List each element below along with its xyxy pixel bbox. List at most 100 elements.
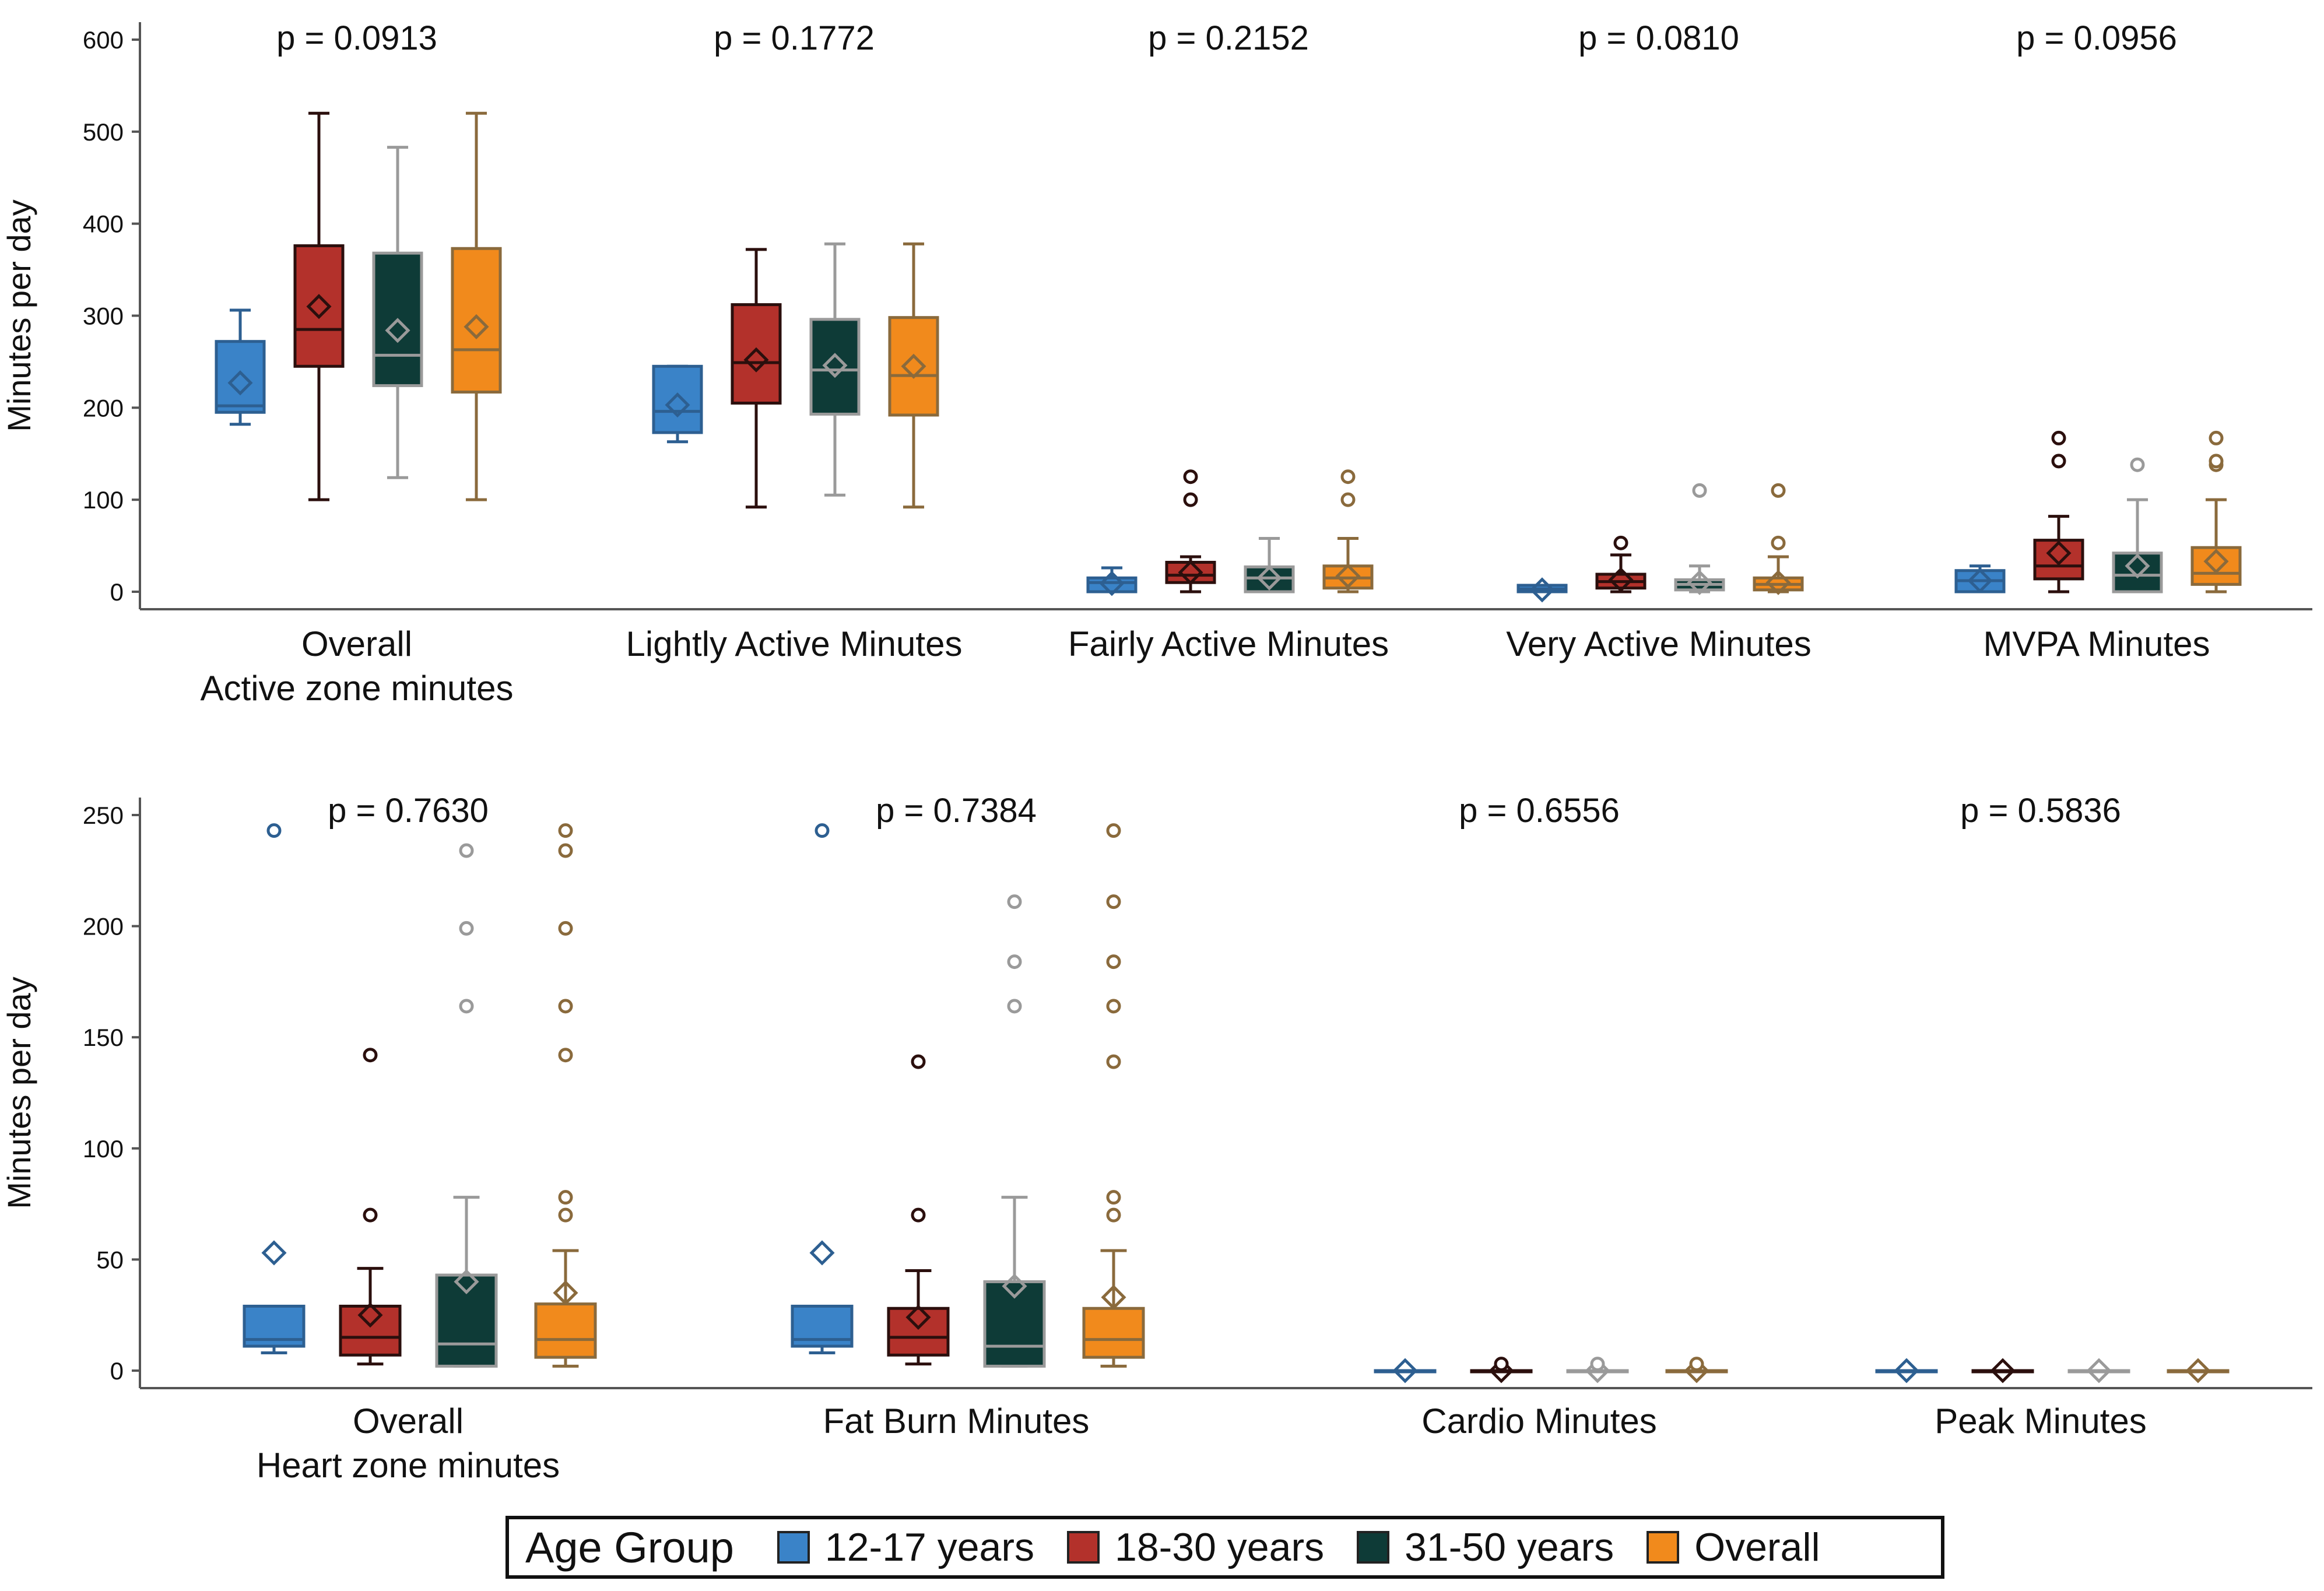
legend-swatch bbox=[777, 1531, 810, 1564]
y-tick-label: 300 bbox=[83, 303, 124, 330]
legend-swatch bbox=[1647, 1531, 1680, 1564]
outlier-point bbox=[815, 823, 830, 838]
mean-marker bbox=[665, 392, 690, 418]
mean-marker bbox=[1585, 1358, 1610, 1383]
category-label: Lightly Active Minutes bbox=[626, 624, 963, 663]
mean-marker bbox=[1990, 1358, 2016, 1383]
mean-marker bbox=[227, 370, 253, 396]
mean-marker bbox=[1684, 1358, 1709, 1383]
bottom-panel: 0 50 100 150 200 250 Minutes per day p = 0.7630… bbox=[1, 792, 2312, 1485]
box-iqr bbox=[435, 1273, 498, 1368]
legend-label: 12-17 years bbox=[824, 1525, 1034, 1569]
box-iqr bbox=[293, 244, 345, 368]
y-tick-label: 50 bbox=[96, 1246, 124, 1273]
box-iqr bbox=[1082, 1306, 1145, 1359]
mean-marker bbox=[1765, 570, 1791, 595]
outlier-point bbox=[558, 823, 573, 838]
p-value-label: p = 0.0913 bbox=[276, 19, 437, 57]
mean-marker bbox=[1894, 1358, 1919, 1383]
outlier-point bbox=[1494, 1357, 1509, 1372]
top-panel: 0 100 200 300 400 500 600 Minutes per day p = 0.… bbox=[1, 19, 2312, 708]
mean-marker bbox=[357, 1302, 383, 1328]
outlier-point bbox=[1007, 999, 1022, 1014]
mean-marker bbox=[2086, 1358, 2112, 1383]
outlier-point bbox=[1590, 1357, 1605, 1372]
outlier-point bbox=[1340, 469, 1356, 484]
mean-marker bbox=[822, 353, 848, 378]
outlier-point bbox=[1106, 954, 1121, 970]
mean-marker bbox=[1256, 565, 1282, 591]
box-iqr bbox=[2112, 552, 2163, 593]
outlier-point bbox=[1692, 483, 1707, 498]
p-value-label: p = 0.2152 bbox=[1148, 19, 1309, 57]
y-tick-label: 100 bbox=[83, 486, 124, 514]
legend-label: 31-50 years bbox=[1405, 1525, 1614, 1569]
outlier-point bbox=[1183, 492, 1198, 507]
outlier-point bbox=[558, 921, 573, 936]
p-value-label: p = 0.7384 bbox=[876, 792, 1037, 830]
outlier-point bbox=[2051, 430, 2066, 445]
legend: Age Group 12-17 years 18-30 years 31-50 … bbox=[505, 1516, 1944, 1579]
box-iqr bbox=[888, 316, 939, 417]
outlier-point bbox=[2209, 454, 2224, 469]
p-value-label: p = 0.0810 bbox=[1578, 19, 1739, 57]
legend-item-12-17: 12-17 years bbox=[777, 1525, 1034, 1570]
mean-marker bbox=[901, 353, 926, 379]
outlier-point bbox=[2051, 454, 2066, 469]
outlier-point bbox=[558, 843, 573, 858]
legend-label: Overall bbox=[1694, 1525, 1820, 1569]
mean-marker bbox=[1101, 1284, 1126, 1310]
mean-marker bbox=[1489, 1358, 1514, 1383]
category-label: Active zone minutes bbox=[201, 669, 514, 708]
outlier-point bbox=[1106, 999, 1121, 1014]
outlier-point bbox=[911, 1207, 926, 1223]
category-label: Overall bbox=[353, 1402, 464, 1441]
mean-marker bbox=[454, 1269, 479, 1295]
box-iqr bbox=[451, 247, 502, 394]
mean-marker bbox=[464, 314, 489, 339]
outlier-point bbox=[1106, 823, 1121, 838]
outlier-point bbox=[1613, 535, 1628, 550]
outlier-point bbox=[459, 999, 474, 1014]
mean-marker bbox=[809, 1240, 835, 1266]
category-label: Peak Minutes bbox=[1935, 1402, 2147, 1441]
legend-swatch bbox=[1067, 1531, 1100, 1564]
mean-marker bbox=[905, 1304, 931, 1330]
mean-marker bbox=[1529, 577, 1555, 603]
box-iqr bbox=[983, 1280, 1046, 1368]
outlier-point bbox=[558, 1048, 573, 1063]
box-iqr bbox=[2190, 546, 2242, 586]
mean-marker bbox=[553, 1280, 578, 1306]
outlier-point bbox=[911, 1054, 926, 1069]
outlier-point bbox=[1007, 894, 1022, 909]
outlier-point bbox=[1771, 535, 1786, 550]
mean-marker bbox=[1687, 570, 1712, 595]
mean-marker bbox=[743, 347, 769, 373]
p-value-label: p = 0.5836 bbox=[1960, 792, 2121, 830]
category-label: Heart zone minutes bbox=[257, 1446, 560, 1485]
mean-marker bbox=[1178, 560, 1203, 585]
outlier-point bbox=[1106, 1207, 1121, 1223]
category-label: Fairly Active Minutes bbox=[1068, 624, 1389, 663]
category-label: Cardio Minutes bbox=[1421, 1402, 1657, 1441]
outlier-point bbox=[1771, 483, 1786, 498]
legend-title: Age Group bbox=[525, 1523, 734, 1572]
p-value-label: p = 0.0956 bbox=[2016, 19, 2177, 57]
mean-marker bbox=[1002, 1273, 1027, 1299]
outlier-point bbox=[1007, 954, 1022, 970]
box-iqr bbox=[887, 1306, 950, 1357]
y-tick-label: 0 bbox=[110, 1357, 124, 1385]
mean-marker bbox=[1335, 563, 1361, 589]
outlier-point bbox=[2209, 430, 2224, 445]
p-value-label: p = 0.6556 bbox=[1459, 792, 1620, 830]
legend-item-31-50: 31-50 years bbox=[1357, 1525, 1614, 1570]
box-iqr bbox=[652, 364, 703, 434]
box-iqr bbox=[339, 1304, 402, 1357]
y-tick-label: 250 bbox=[83, 802, 124, 829]
mean-marker bbox=[1967, 568, 1993, 593]
mean-marker bbox=[1392, 1358, 1418, 1383]
legend-swatch bbox=[1357, 1531, 1390, 1564]
outlier-point bbox=[1106, 1054, 1121, 1069]
outlier-point bbox=[363, 1048, 378, 1063]
